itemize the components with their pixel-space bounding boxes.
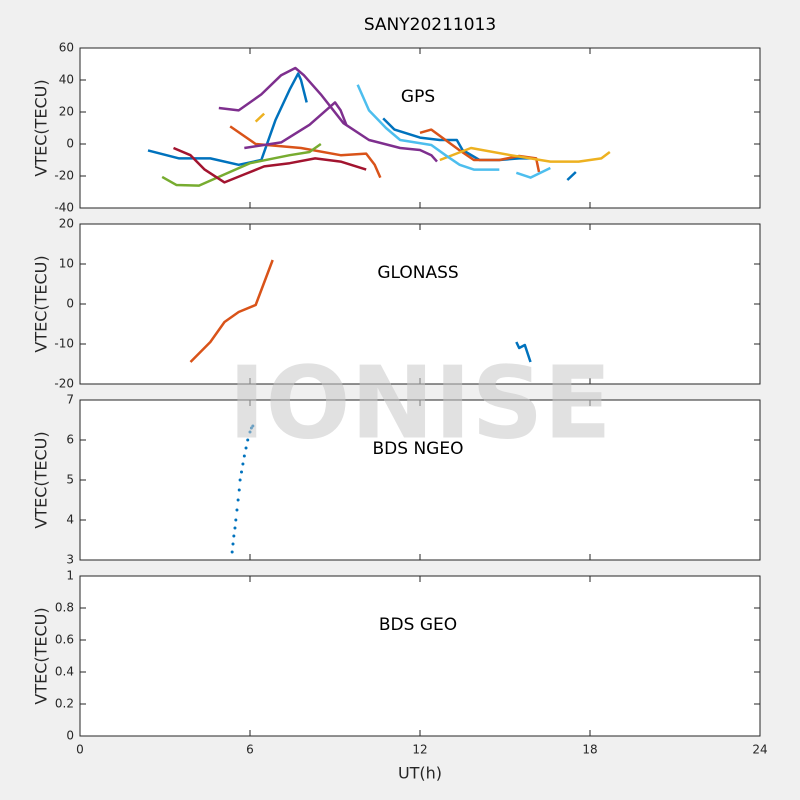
y-tick-label: 6 (66, 433, 74, 447)
y-tick-label: 3 (66, 553, 74, 567)
y-tick-label: 60 (59, 41, 74, 55)
data-point (244, 446, 248, 450)
data-point (238, 478, 242, 482)
y-tick-label: 20 (59, 217, 74, 231)
x-tick-label: 0 (76, 743, 84, 757)
y-tick-label: 0.4 (55, 665, 74, 679)
y-tick-label: 0 (66, 137, 74, 151)
y-tick-label: -40 (54, 201, 74, 215)
axes-background (80, 400, 760, 560)
data-point (234, 518, 238, 522)
x-tick-label: 6 (246, 743, 254, 757)
y-tick-label: 40 (59, 73, 74, 87)
data-point (246, 438, 250, 442)
panel-annotation: BDS NGEO (373, 439, 464, 459)
watermark: IONISE (228, 344, 611, 461)
x-axis-label: UT(h) (398, 764, 442, 783)
data-line (515, 341, 532, 363)
data-point (242, 454, 246, 458)
data-line (356, 84, 500, 171)
y-tick-label: -20 (54, 169, 74, 183)
data-line (244, 101, 348, 150)
data-line (229, 125, 382, 179)
data-line (254, 112, 266, 123)
data-point (248, 430, 252, 434)
data-line (515, 166, 551, 179)
data-point (240, 470, 243, 474)
y-axis-label: VTEC(TECU) (32, 431, 51, 528)
y-tick-label: 0.6 (55, 633, 74, 647)
x-tick-label: 18 (582, 743, 597, 757)
panel-annotation: GLONASS (377, 263, 458, 283)
y-tick-label: 7 (66, 393, 74, 407)
axes-frame (79, 223, 761, 385)
data-point (231, 542, 235, 546)
data-point (236, 498, 240, 502)
y-tick-label: 10 (59, 257, 74, 271)
axes-frame (79, 575, 761, 737)
axes-background (80, 48, 760, 208)
data-point (235, 508, 239, 512)
y-axis-label: VTEC(TECU) (32, 79, 51, 176)
y-axis-label: VTEC(TECU) (32, 607, 51, 704)
x-tick-label: 12 (412, 743, 427, 757)
y-tick-label: 20 (59, 105, 74, 119)
y-tick-label: 0 (66, 729, 74, 743)
data-line (566, 171, 577, 181)
data-point (230, 550, 234, 554)
axes-background (80, 224, 760, 384)
data-point (251, 424, 255, 428)
y-tick-label: -10 (54, 337, 74, 351)
data-line (439, 146, 611, 163)
y-axis-label: VTEC(TECU) (32, 255, 51, 352)
y-tick-label: 0 (66, 297, 74, 311)
panel-annotation: BDS GEO (379, 615, 457, 635)
axes-frame (79, 47, 761, 209)
data-line (173, 146, 367, 184)
axes-frame (79, 399, 761, 561)
figure-title: SANY20211013 (364, 15, 496, 35)
y-tick-label: 0.8 (55, 601, 74, 615)
y-tick-label: 0.2 (55, 697, 74, 711)
x-tick-label: 24 (752, 743, 767, 757)
data-point (233, 526, 237, 530)
data-line (218, 66, 438, 163)
axes-background (80, 576, 760, 736)
y-tick-label: -20 (54, 377, 74, 391)
data-point (232, 534, 236, 538)
y-tick-label: 5 (66, 473, 74, 487)
data-line (161, 142, 322, 187)
y-tick-label: 1 (66, 569, 74, 583)
panel-annotation: GPS (401, 87, 435, 107)
y-tick-label: 4 (66, 513, 74, 527)
data-line (189, 259, 274, 363)
data-point (237, 488, 241, 492)
data-point (241, 462, 245, 466)
